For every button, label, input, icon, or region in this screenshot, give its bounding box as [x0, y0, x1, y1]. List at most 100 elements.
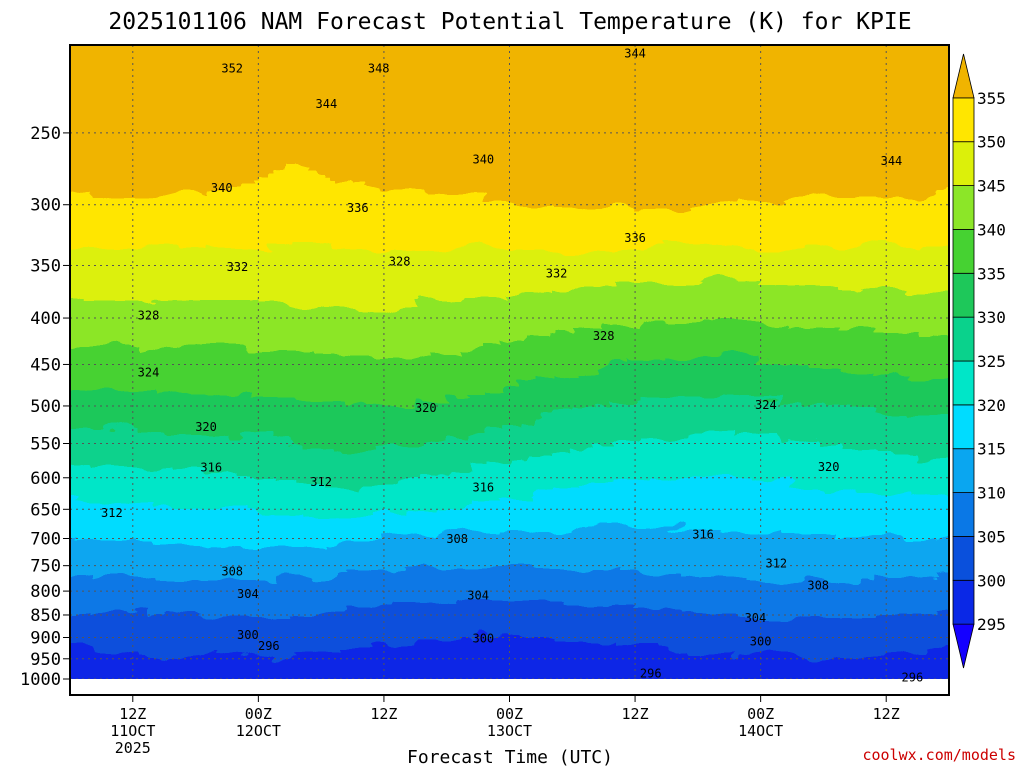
contour-label: 312: [310, 475, 332, 489]
contour-label: 316: [692, 527, 714, 541]
contour-label-text: 332: [227, 260, 249, 274]
y-axis: 2503003504004505005506006507007508008509…: [20, 124, 70, 690]
colorbar-label: 315: [977, 440, 1006, 459]
x-tick-label: 13OCT: [487, 722, 532, 740]
contour-label: 308: [807, 579, 829, 593]
colorbar-swatch: [952, 492, 975, 537]
contour-label: 324: [138, 366, 160, 380]
contour-label-text: 300: [750, 634, 772, 648]
contour-label-text: 300: [472, 631, 494, 645]
colorbar-label: 330: [977, 308, 1006, 327]
y-tick-label: 800: [30, 582, 61, 602]
colorbar-swatch: [952, 579, 975, 625]
y-tick-label: 350: [30, 256, 61, 276]
fill-cells: [70, 45, 949, 679]
colorbar-swatch: [952, 316, 975, 362]
colorbar: 295 300 305 310 315 320 325 330 335 340 345 350 355: [952, 53, 1006, 669]
colorbar-swatch: [952, 272, 975, 318]
x-tick-label: 12Z: [622, 705, 649, 723]
x-axis-label: Forecast Time (UTC): [407, 747, 613, 768]
contour-label: 300: [237, 628, 259, 642]
contour-label-text: 340: [211, 181, 233, 195]
contour-label-text: 328: [138, 309, 160, 323]
contour-label-text: 352: [221, 61, 243, 75]
contour-label: 296: [258, 639, 280, 653]
y-tick-label: 850: [30, 606, 61, 626]
contour-label-text: 324: [755, 398, 777, 412]
colorbar-swatch: [952, 623, 975, 669]
contour-label: 320: [818, 460, 840, 474]
contour-label-text: 312: [310, 475, 332, 489]
contour-labels: 352 348 344 344 344 340 340 336 336 332 332 328 328 3…: [101, 46, 923, 684]
x-tick-label: 12Z: [370, 705, 397, 723]
y-tick-label: 900: [30, 628, 61, 648]
ground-surface: [70, 679, 949, 695]
contour-label-text: 308: [807, 579, 829, 593]
y-tick-label: 700: [30, 529, 61, 549]
contour-label: 312: [101, 506, 123, 520]
contour-label: 344: [316, 97, 338, 111]
contour-label: 324: [755, 398, 777, 412]
contour-label: 320: [195, 420, 217, 434]
y-tick-label: 1000: [20, 670, 61, 690]
colorbar-label: 340: [977, 220, 1006, 239]
contour-label-text: 344: [316, 97, 338, 111]
credit-text: coolwx.com/models: [862, 746, 1016, 764]
contour-label-text: 344: [624, 46, 646, 60]
contour-label: 328: [593, 329, 615, 343]
contour-label-text: 308: [446, 532, 468, 546]
y-tick-label: 400: [30, 309, 61, 329]
contour-label-text: 300: [237, 628, 259, 642]
contour-label-text: 324: [138, 366, 160, 380]
colorbar-swatch: [952, 536, 975, 581]
grid-lines: [70, 45, 949, 679]
x-tick-label: 12Z: [119, 705, 146, 723]
contour-label-text: 328: [593, 329, 615, 343]
contour-label: 316: [200, 461, 222, 475]
colorbar-swatch: [952, 229, 975, 274]
contour-label-text: 296: [640, 667, 662, 681]
x-tick-label: 11OCT: [110, 722, 155, 740]
colorbar-label: 350: [977, 133, 1006, 152]
contour-label: 332: [227, 260, 249, 274]
x-tick-label: 12Z: [873, 705, 900, 723]
colorbar-label: 345: [977, 177, 1006, 196]
y-tick-label: 600: [30, 469, 61, 489]
contour-label-text: 336: [347, 201, 369, 215]
contour-label: 348: [368, 61, 390, 75]
contour-label-text: 304: [745, 611, 767, 625]
contour-label-text: 320: [195, 420, 217, 434]
contour-label-text: 332: [546, 267, 568, 281]
contour-label: 308: [221, 564, 243, 578]
contour-label: 304: [745, 611, 767, 625]
contour-label-text: 312: [765, 557, 787, 571]
x-tick-label: 00Z: [245, 705, 272, 723]
colorbar-swatch: [952, 141, 975, 186]
contour-label-text: 316: [692, 527, 714, 541]
contour-label: 316: [472, 480, 494, 494]
y-tick-label: 500: [30, 397, 61, 417]
x-tick-label: 00Z: [747, 705, 774, 723]
contour-label-text: 344: [881, 154, 903, 168]
colorbar-label: 300: [977, 571, 1006, 590]
contour-label: 300: [472, 631, 494, 645]
colorbar-label: 325: [977, 352, 1006, 371]
contour-label-text: 336: [624, 231, 646, 245]
y-tick-label: 250: [30, 124, 61, 144]
contour-label: 300: [750, 634, 772, 648]
x-tick-label: 00Z: [496, 705, 523, 723]
contour-label: 352: [221, 61, 243, 75]
colorbar-label: 320: [977, 396, 1006, 415]
contour-label: 328: [389, 254, 411, 268]
contour-label: 304: [237, 587, 259, 601]
colorbar-label: 335: [977, 264, 1006, 283]
contour-label-text: 316: [472, 480, 494, 494]
chart-title: 2025101106 NAM Forecast Potential Temper…: [108, 9, 911, 35]
color-fill: [70, 45, 949, 679]
contour-label-text: 320: [415, 401, 437, 415]
contour-label: 344: [624, 46, 646, 60]
contour-label: 336: [624, 231, 646, 245]
colorbar-swatch: [952, 360, 975, 406]
